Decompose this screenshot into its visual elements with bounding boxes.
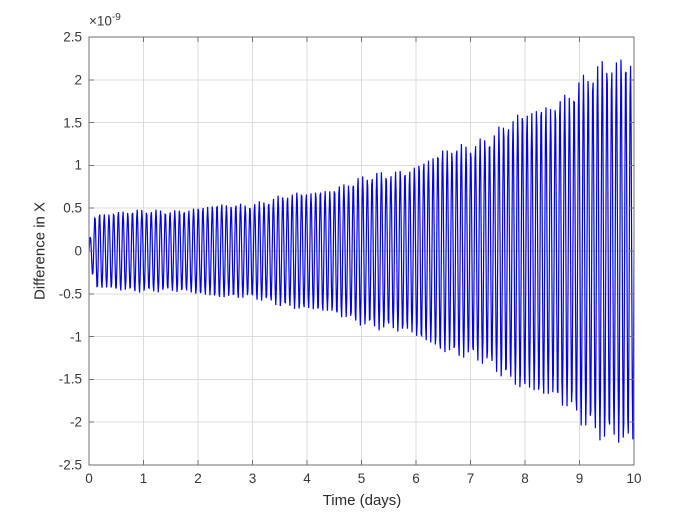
x-tick-label: 1 (139, 471, 148, 486)
y-tick-label: -0.5 (58, 286, 82, 302)
x-tick-label: 10 (626, 471, 642, 486)
y-tick-label: -1 (69, 328, 82, 344)
x-tick-label: 4 (303, 471, 311, 486)
x-tick-label: 7 (466, 471, 475, 486)
y-tick-label: -1.5 (58, 371, 82, 387)
y-tick-label: 2 (74, 72, 82, 88)
difference-waveform (89, 59, 634, 443)
y-tick-label: -2 (69, 414, 82, 430)
y-tick-label: 0 (74, 243, 82, 259)
y-tick-label: 1 (74, 157, 82, 173)
x-tick-label: 0 (85, 471, 93, 486)
x-tick-label: 2 (194, 471, 202, 486)
exponent-base: ×10 (89, 13, 112, 29)
y-tick-label: 2.5 (63, 29, 82, 45)
x-tick-label: 8 (521, 471, 529, 486)
x-tick-label: 9 (575, 471, 584, 486)
x-tick-label: 6 (412, 471, 420, 486)
x-axis-title: Time (days) (322, 492, 402, 509)
y-tick-label: -2.5 (58, 457, 82, 473)
x-tick-label: 3 (248, 471, 257, 486)
x-tick-label: 5 (357, 471, 366, 486)
y-tick-label: 1.5 (63, 114, 82, 130)
y-tick-label: 0.5 (63, 200, 82, 216)
exponent-value: -9 (111, 12, 121, 23)
y-axis-title: Difference in X (31, 201, 49, 301)
y-axis-exponent-label: ×10-9 (89, 12, 121, 29)
